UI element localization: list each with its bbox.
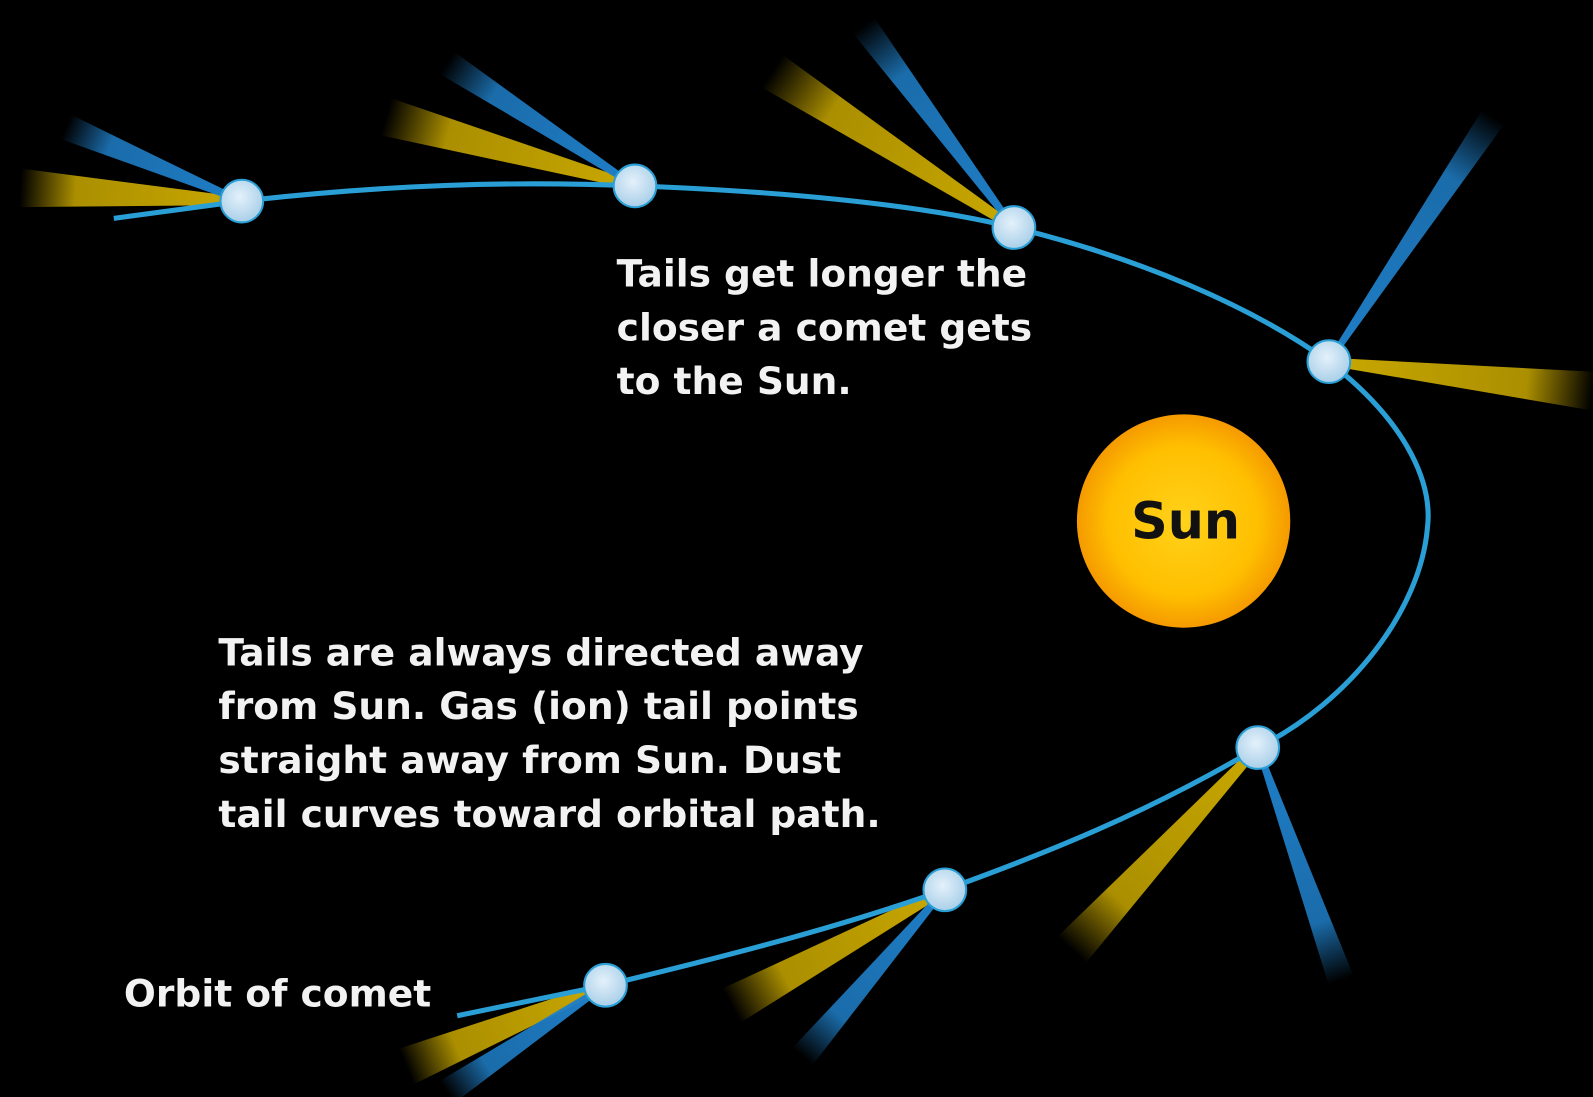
diagram: Sun Tails get longer the closer a comet … <box>0 0 1593 1097</box>
comet-head <box>614 165 657 208</box>
comet-head <box>584 964 627 1007</box>
comet-head <box>993 206 1036 249</box>
comet-head <box>1236 726 1279 769</box>
line: straight away from Sun. Dust <box>218 738 841 782</box>
line: closer a comet gets <box>617 305 1032 349</box>
line: tail curves toward orbital path. <box>218 792 880 836</box>
line: from Sun. Gas (ion) tail points <box>218 684 858 728</box>
line: Tails get longer the <box>617 251 1027 295</box>
comet-head <box>220 180 263 223</box>
comet-head <box>923 868 966 911</box>
comet-head <box>1308 340 1351 383</box>
sun-label: Sun <box>1131 491 1240 550</box>
background <box>0 0 1593 1097</box>
orbit-label: Orbit of comet <box>124 972 431 1016</box>
line: Tails are always directed away <box>218 630 863 674</box>
page: {"sun_label": "Sun", "annotations": [ {"… <box>0 0 1593 1097</box>
line: to the Sun. <box>617 359 852 403</box>
